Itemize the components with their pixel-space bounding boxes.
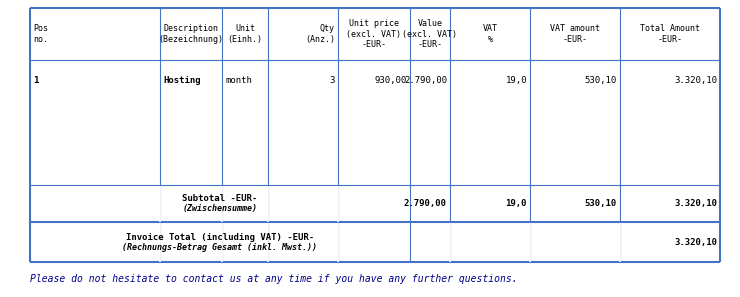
Text: 3.320,10: 3.320,10 xyxy=(674,238,717,247)
Text: Subtotal -EUR-: Subtotal -EUR- xyxy=(182,194,258,203)
Text: month: month xyxy=(225,76,252,85)
Text: Pos
no.: Pos no. xyxy=(33,24,48,44)
Text: VAT amount
-EUR-: VAT amount -EUR- xyxy=(550,24,600,44)
Text: Please do not hesitate to contact us at any time if you have any further questio: Please do not hesitate to contact us at … xyxy=(30,274,517,284)
Text: Unit
(Einh.): Unit (Einh.) xyxy=(227,24,263,44)
Text: 3.320,10: 3.320,10 xyxy=(674,76,717,85)
Text: Description
(Bezeichnung): Description (Bezeichnung) xyxy=(158,24,223,44)
Text: 530,10: 530,10 xyxy=(585,199,617,208)
Text: Value
(excl. VAT)
-EUR-: Value (excl. VAT) -EUR- xyxy=(403,19,457,49)
Text: 2.790,00: 2.790,00 xyxy=(404,76,447,85)
Text: Hosting: Hosting xyxy=(163,76,201,85)
Text: 2.790,00: 2.790,00 xyxy=(404,199,447,208)
Text: 3: 3 xyxy=(329,76,335,85)
Text: 19,0: 19,0 xyxy=(505,76,527,85)
Text: (Zwischensumme): (Zwischensumme) xyxy=(183,204,258,213)
Text: 3.320,10: 3.320,10 xyxy=(674,199,717,208)
Text: Qty
(Anz.): Qty (Anz.) xyxy=(305,24,335,44)
Text: 930,00: 930,00 xyxy=(374,76,407,85)
Text: 19,0: 19,0 xyxy=(505,199,527,208)
Text: VAT
%: VAT % xyxy=(482,24,497,44)
Text: Unit price
(excl. VAT)
-EUR-: Unit price (excl. VAT) -EUR- xyxy=(346,19,402,49)
Text: 530,10: 530,10 xyxy=(585,76,617,85)
Text: (Rechnungs-Betrag Gesamt (inkl. Mwst.)): (Rechnungs-Betrag Gesamt (inkl. Mwst.)) xyxy=(123,242,317,252)
Text: 1: 1 xyxy=(33,76,38,85)
Text: Total Amount
-EUR-: Total Amount -EUR- xyxy=(640,24,700,44)
Text: Invoice Total (including VAT) -EUR-: Invoice Total (including VAT) -EUR- xyxy=(126,233,314,241)
